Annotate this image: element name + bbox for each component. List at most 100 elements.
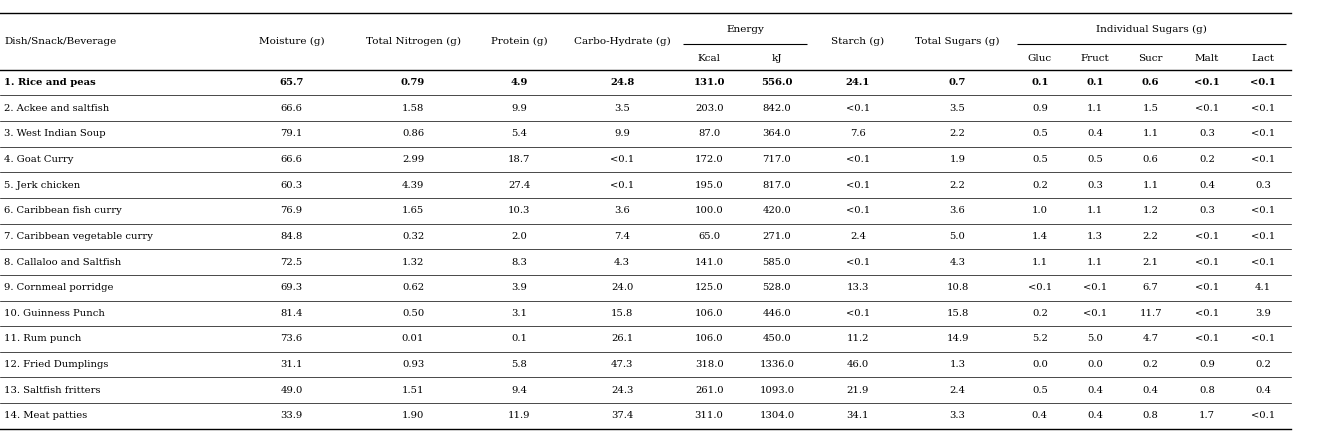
Text: 21.9: 21.9	[847, 386, 869, 395]
Text: 556.0: 556.0	[761, 78, 793, 87]
Text: <0.1: <0.1	[846, 309, 870, 318]
Text: 3.6: 3.6	[615, 206, 629, 215]
Text: 12. Fried Dumplings: 12. Fried Dumplings	[4, 360, 109, 369]
Text: 0.5: 0.5	[1032, 130, 1048, 138]
Text: 9.4: 9.4	[511, 386, 527, 395]
Text: 3.9: 3.9	[1255, 309, 1271, 318]
Text: Protein (g): Protein (g)	[491, 37, 547, 46]
Text: 79.1: 79.1	[280, 130, 303, 138]
Text: 2. Ackee and saltfish: 2. Ackee and saltfish	[4, 104, 109, 113]
Text: <0.1: <0.1	[1251, 155, 1275, 164]
Text: 0.1: 0.1	[511, 335, 527, 343]
Text: 195.0: 195.0	[695, 181, 724, 190]
Text: 420.0: 420.0	[762, 206, 791, 215]
Text: Malt: Malt	[1195, 53, 1219, 63]
Text: 3.6: 3.6	[950, 206, 965, 215]
Text: 0.2: 0.2	[1255, 360, 1271, 369]
Text: 0.50: 0.50	[402, 309, 424, 318]
Text: 261.0: 261.0	[695, 386, 724, 395]
Text: <0.1: <0.1	[1250, 78, 1276, 87]
Text: 0.8: 0.8	[1199, 386, 1215, 395]
Text: 1.1: 1.1	[1142, 130, 1159, 138]
Text: 1.90: 1.90	[402, 412, 424, 420]
Text: 817.0: 817.0	[762, 181, 791, 190]
Text: 318.0: 318.0	[695, 360, 724, 369]
Text: 5. Jerk chicken: 5. Jerk chicken	[4, 181, 80, 190]
Text: <0.1: <0.1	[1195, 283, 1219, 292]
Text: 24.1: 24.1	[846, 78, 870, 87]
Text: 1.1: 1.1	[1086, 104, 1104, 113]
Text: Carbo-Hydrate (g): Carbo-Hydrate (g)	[574, 37, 671, 46]
Text: 0.4: 0.4	[1086, 130, 1104, 138]
Text: 1.65: 1.65	[402, 206, 424, 215]
Text: 1093.0: 1093.0	[760, 386, 794, 395]
Text: 0.93: 0.93	[402, 360, 424, 369]
Text: 0.4: 0.4	[1086, 386, 1104, 395]
Text: 1.1: 1.1	[1142, 181, 1159, 190]
Text: 1.58: 1.58	[402, 104, 424, 113]
Text: 69.3: 69.3	[280, 283, 303, 292]
Text: 10.8: 10.8	[947, 283, 968, 292]
Text: 0.5: 0.5	[1032, 155, 1048, 164]
Text: 8. Callaloo and Saltfish: 8. Callaloo and Saltfish	[4, 258, 121, 267]
Text: 2.1: 2.1	[1142, 258, 1159, 267]
Text: 11.2: 11.2	[847, 335, 869, 343]
Text: 0.4: 0.4	[1086, 412, 1104, 420]
Text: 9.9: 9.9	[511, 104, 527, 113]
Text: 1.1: 1.1	[1032, 258, 1048, 267]
Text: 0.9: 0.9	[1199, 360, 1215, 369]
Text: <0.1: <0.1	[846, 181, 870, 190]
Text: 2.2: 2.2	[950, 130, 965, 138]
Text: 65.0: 65.0	[699, 232, 720, 241]
Text: 0.62: 0.62	[402, 283, 424, 292]
Text: 8.3: 8.3	[511, 258, 527, 267]
Text: 0.7: 0.7	[948, 78, 967, 87]
Text: 24.3: 24.3	[611, 386, 633, 395]
Text: 717.0: 717.0	[762, 155, 791, 164]
Text: 0.3: 0.3	[1255, 181, 1271, 190]
Text: 1336.0: 1336.0	[760, 360, 794, 369]
Text: <0.1: <0.1	[1251, 130, 1275, 138]
Text: 0.2: 0.2	[1032, 309, 1048, 318]
Text: 0.0: 0.0	[1032, 360, 1048, 369]
Text: 0.4: 0.4	[1142, 386, 1159, 395]
Text: 2.2: 2.2	[950, 181, 965, 190]
Text: <0.1: <0.1	[846, 206, 870, 215]
Text: 4.3: 4.3	[950, 258, 965, 267]
Text: Lact: Lact	[1251, 53, 1275, 63]
Text: <0.1: <0.1	[610, 181, 635, 190]
Text: 4.9: 4.9	[510, 78, 529, 87]
Text: 66.6: 66.6	[280, 155, 303, 164]
Text: 0.1: 0.1	[1031, 78, 1049, 87]
Text: 6.7: 6.7	[1143, 283, 1158, 292]
Text: 450.0: 450.0	[762, 335, 791, 343]
Text: <0.1: <0.1	[1082, 283, 1108, 292]
Text: Moisture (g): Moisture (g)	[259, 37, 324, 46]
Text: Total Nitrogen (g): Total Nitrogen (g)	[365, 37, 461, 46]
Text: 1.4: 1.4	[1032, 232, 1048, 241]
Text: 585.0: 585.0	[762, 258, 791, 267]
Text: 3. West Indian Soup: 3. West Indian Soup	[4, 130, 106, 138]
Text: 0.2: 0.2	[1032, 181, 1048, 190]
Text: 0.2: 0.2	[1143, 360, 1158, 369]
Text: 2.4: 2.4	[850, 232, 866, 241]
Text: <0.1: <0.1	[610, 155, 635, 164]
Text: 37.4: 37.4	[611, 412, 633, 420]
Text: 1.9: 1.9	[950, 155, 965, 164]
Text: 13. Saltfish fritters: 13. Saltfish fritters	[4, 386, 101, 395]
Text: <0.1: <0.1	[1251, 258, 1275, 267]
Text: 27.4: 27.4	[509, 181, 530, 190]
Text: 24.0: 24.0	[611, 283, 633, 292]
Text: <0.1: <0.1	[1195, 104, 1219, 113]
Text: 4. Goat Curry: 4. Goat Curry	[4, 155, 73, 164]
Text: <0.1: <0.1	[846, 258, 870, 267]
Text: <0.1: <0.1	[1028, 283, 1052, 292]
Text: <0.1: <0.1	[846, 104, 870, 113]
Text: 1.0: 1.0	[1032, 206, 1048, 215]
Text: 34.1: 34.1	[847, 412, 869, 420]
Text: 0.3: 0.3	[1088, 181, 1102, 190]
Text: 528.0: 528.0	[762, 283, 791, 292]
Text: 1.2: 1.2	[1142, 206, 1159, 215]
Text: 0.8: 0.8	[1143, 412, 1158, 420]
Text: 49.0: 49.0	[280, 386, 303, 395]
